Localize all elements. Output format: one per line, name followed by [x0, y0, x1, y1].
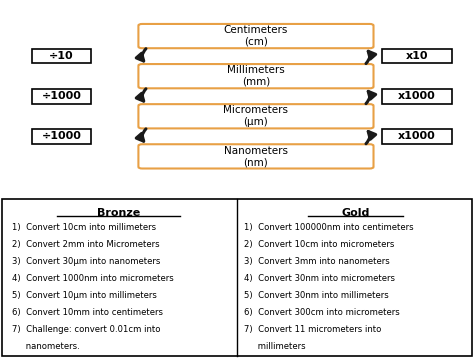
Text: Micrometers
(μm): Micrometers (μm)	[223, 106, 289, 127]
FancyBboxPatch shape	[32, 129, 91, 144]
FancyBboxPatch shape	[138, 64, 374, 88]
Text: ÷1000: ÷1000	[42, 131, 82, 141]
Text: 7)  Challenge: convert 0.01cm into: 7) Challenge: convert 0.01cm into	[12, 325, 160, 334]
Text: Millimeters
(mm): Millimeters (mm)	[227, 66, 285, 87]
Text: 3)  Convert 3mm into nanometers: 3) Convert 3mm into nanometers	[244, 257, 390, 266]
Text: millimeters: millimeters	[244, 342, 306, 351]
Text: 6)  Convert 300cm into micrometers: 6) Convert 300cm into micrometers	[244, 308, 400, 317]
Text: Centimeters
(cm): Centimeters (cm)	[224, 25, 288, 47]
Text: 2)  Convert 10cm into micrometers: 2) Convert 10cm into micrometers	[244, 241, 394, 250]
Text: Gold: Gold	[341, 208, 370, 218]
FancyBboxPatch shape	[382, 49, 452, 63]
Text: ÷1000: ÷1000	[42, 91, 82, 101]
Text: ÷10: ÷10	[49, 51, 74, 61]
Text: 5)  Convert 10μm into millimeters: 5) Convert 10μm into millimeters	[12, 291, 157, 300]
FancyBboxPatch shape	[138, 144, 374, 169]
Text: x1000: x1000	[398, 91, 436, 101]
FancyBboxPatch shape	[138, 104, 374, 129]
Text: 4)  Convert 30nm into micrometers: 4) Convert 30nm into micrometers	[244, 274, 395, 283]
FancyBboxPatch shape	[382, 89, 452, 103]
Text: Nanometers
(nm): Nanometers (nm)	[224, 146, 288, 167]
FancyBboxPatch shape	[32, 49, 91, 63]
Text: 1)  Convert 100000nm into centimeters: 1) Convert 100000nm into centimeters	[244, 223, 414, 232]
Text: 7)  Convert 11 micrometers into: 7) Convert 11 micrometers into	[244, 325, 382, 334]
Text: 6)  Convert 10mm into centimeters: 6) Convert 10mm into centimeters	[12, 308, 163, 317]
Text: x1000: x1000	[398, 131, 436, 141]
FancyBboxPatch shape	[138, 24, 374, 48]
Text: 1)  Convert 10cm into millimeters: 1) Convert 10cm into millimeters	[12, 223, 156, 232]
FancyBboxPatch shape	[382, 129, 452, 144]
FancyBboxPatch shape	[32, 89, 91, 103]
Text: Bronze: Bronze	[97, 208, 140, 218]
Text: 2)  Convert 2mm into Micrometers: 2) Convert 2mm into Micrometers	[12, 241, 159, 250]
Text: 3)  Convert 30μm into nanometers: 3) Convert 30μm into nanometers	[12, 257, 160, 266]
Text: x10: x10	[406, 51, 428, 61]
Text: 4)  Convert 1000nm into micrometers: 4) Convert 1000nm into micrometers	[12, 274, 173, 283]
Text: 5)  Convert 30nm into millimeters: 5) Convert 30nm into millimeters	[244, 291, 389, 300]
Text: nanometers.: nanometers.	[12, 342, 80, 351]
